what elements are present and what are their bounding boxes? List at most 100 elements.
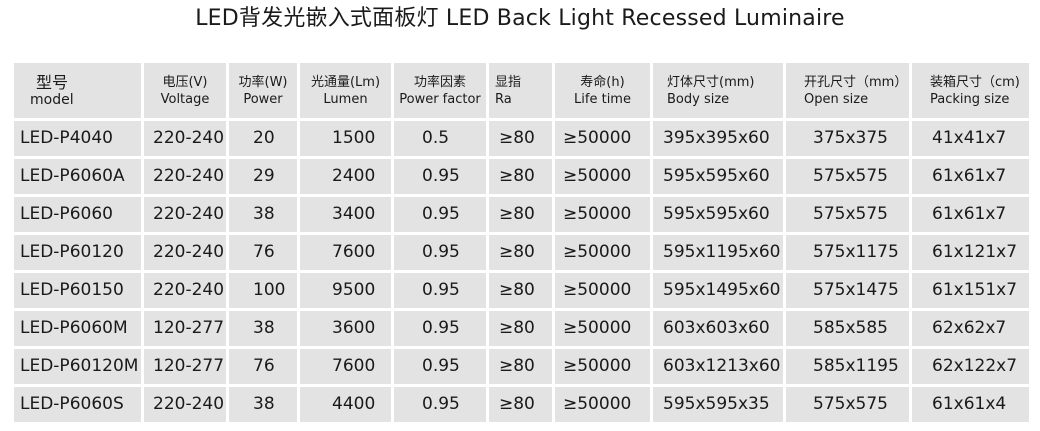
body-size-cell: 395x395x60 (653, 121, 783, 156)
power-factor-cell: 0.95 (394, 387, 486, 422)
ra-cell: ≥80 (489, 235, 552, 270)
ra-cell: ≥80 (489, 349, 552, 384)
life-time-cell: ≥50000 (555, 121, 650, 156)
voltage-cell: 220-240 (144, 273, 226, 308)
table-row: LED-P6060M 120-277 38 3600 0.95 ≥80 ≥50000 603x… (14, 311, 1029, 346)
header-label-zh: 寿命(h) (580, 74, 625, 90)
model-cell: LED-P6060M (14, 311, 141, 346)
packing-size-cell: 61x61x4 (912, 387, 1029, 422)
table-row: LED-P6060A 220-240 29 2400 0.95 ≥80 ≥50000 595x… (14, 159, 1029, 194)
table-header-row: 型号 model 电压(V) Voltage 功率(W) Power 光通量(L… (14, 63, 1029, 118)
lumen-cell: 4400 (300, 387, 391, 422)
life-time-cell: ≥50000 (555, 197, 650, 232)
ra-cell: ≥80 (489, 197, 552, 232)
power-cell: 20 (229, 121, 297, 156)
model-cell: LED-P60150 (14, 273, 141, 308)
header-label-zh: 功率(W) (238, 74, 288, 90)
voltage-cell: 220-240 (144, 121, 226, 156)
power-factor-cell: 0.95 (394, 159, 486, 194)
lumen-cell: 7600 (300, 235, 391, 270)
packing-size-cell: 61x151x7 (912, 273, 1029, 308)
table-row: LED-P60120 220-240 76 7600 0.95 ≥80 ≥50000 595x… (14, 235, 1029, 270)
header-label-en: Voltage (160, 91, 210, 107)
power-cell: 100 (229, 273, 297, 308)
power-cell: 38 (229, 311, 297, 346)
lumen-cell: 3600 (300, 311, 391, 346)
header-model: 型号 model (14, 63, 141, 118)
power-cell: 38 (229, 387, 297, 422)
lumen-cell: 2400 (300, 159, 391, 194)
header-voltage: 电压(V) Voltage (144, 63, 226, 118)
model-cell: LED-P4040 (14, 121, 141, 156)
header-label-en: Power factor (399, 91, 481, 107)
header-label-zh: 功率因素 (413, 74, 466, 90)
body-size-cell: 603x603x60 (653, 311, 783, 346)
power-factor-cell: 0.95 (394, 349, 486, 384)
body-size-cell: 603x1213x60 (653, 349, 783, 384)
ra-cell: ≥80 (489, 311, 552, 346)
header-lumen: 光通量(Lm) Lumen (300, 63, 391, 118)
packing-size-cell: 61x121x7 (912, 235, 1029, 270)
voltage-cell: 120-277 (144, 349, 226, 384)
open-size-cell: 575x575 (786, 197, 909, 232)
power-cell: 29 (229, 159, 297, 194)
power-factor-cell: 0.95 (394, 311, 486, 346)
header-ra: 显指 Ra (489, 63, 552, 118)
header-body-size: 灯体尺寸(mm) Body size (653, 63, 783, 118)
header-label-en: Ra (495, 91, 512, 107)
header-life-time: 寿命(h) Life time (555, 63, 650, 118)
packing-size-cell: 62x122x7 (912, 349, 1029, 384)
table-row: LED-P6060S 220-240 38 4400 0.95 ≥80 ≥50000 595x… (14, 387, 1029, 422)
table-row: LED-P4040 220-240 20 1500 0.5 ≥80 ≥50000 395x39… (14, 121, 1029, 156)
power-factor-cell: 0.95 (394, 273, 486, 308)
body-size-cell: 595x1195x60 (653, 235, 783, 270)
header-label-zh: 电压(V) (162, 74, 208, 90)
document-title: LED背发光嵌入式面板灯 LED Back Light Recessed Lum… (195, 6, 845, 31)
ra-cell: ≥80 (489, 159, 552, 194)
ra-cell: ≥80 (489, 387, 552, 422)
header-label-zh: 开孔尺寸（mm） (804, 74, 908, 90)
header-label-zh: 显指 (495, 74, 522, 90)
open-size-cell: 575x1175 (786, 235, 909, 270)
header-label-en: Packing size (930, 91, 1010, 107)
table-row: LED-P6060 220-240 38 3400 0.95 ≥80 ≥50000 595x5… (14, 197, 1029, 232)
header-power: 功率(W) Power (229, 63, 297, 118)
life-time-cell: ≥50000 (555, 349, 650, 384)
table-body: LED-P4040 220-240 20 1500 0.5 ≥80 ≥50000 395x39… (14, 121, 1029, 422)
life-time-cell: ≥50000 (555, 159, 650, 194)
header-label-en: model (30, 91, 74, 108)
lumen-cell: 9500 (300, 273, 391, 308)
header-label-zh: 型号 (36, 72, 69, 92)
power-factor-cell: 0.95 (394, 235, 486, 270)
table-row: LED-P60150 220-240 100 9500 0.95 ≥80 ≥50000 595… (14, 273, 1029, 308)
open-size-cell: 585x585 (786, 311, 909, 346)
model-cell: LED-P60120 (14, 235, 141, 270)
power-factor-cell: 0.5 (394, 121, 486, 156)
spec-table: 型号 model 电压(V) Voltage 功率(W) Power 光通量(L… (11, 60, 1032, 425)
ra-cell: ≥80 (489, 121, 552, 156)
ra-cell: ≥80 (489, 273, 552, 308)
open-size-cell: 575x1475 (786, 273, 909, 308)
voltage-cell: 220-240 (144, 387, 226, 422)
voltage-cell: 220-240 (144, 159, 226, 194)
lumen-cell: 1500 (300, 121, 391, 156)
header-label-zh: 光通量(Lm) (310, 74, 381, 90)
header-label-en: Power (243, 91, 283, 107)
header-packing-size: 装箱尺寸（cm) Packing size (912, 63, 1029, 118)
voltage-cell: 120-277 (144, 311, 226, 346)
packing-size-cell: 61x61x7 (912, 159, 1029, 194)
voltage-cell: 220-240 (144, 197, 226, 232)
life-time-cell: ≥50000 (555, 387, 650, 422)
open-size-cell: 585x1195 (786, 349, 909, 384)
open-size-cell: 375x375 (786, 121, 909, 156)
header-open-size: 开孔尺寸（mm） Open size (786, 63, 909, 118)
voltage-cell: 220-240 (144, 235, 226, 270)
packing-size-cell: 61x61x7 (912, 197, 1029, 232)
life-time-cell: ≥50000 (555, 273, 650, 308)
header-label-en: Body size (667, 91, 730, 107)
power-factor-cell: 0.95 (394, 197, 486, 232)
body-size-cell: 595x595x60 (653, 197, 783, 232)
header-label-en: Open size (804, 91, 869, 107)
model-cell: LED-P6060 (14, 197, 141, 232)
power-cell: 76 (229, 235, 297, 270)
